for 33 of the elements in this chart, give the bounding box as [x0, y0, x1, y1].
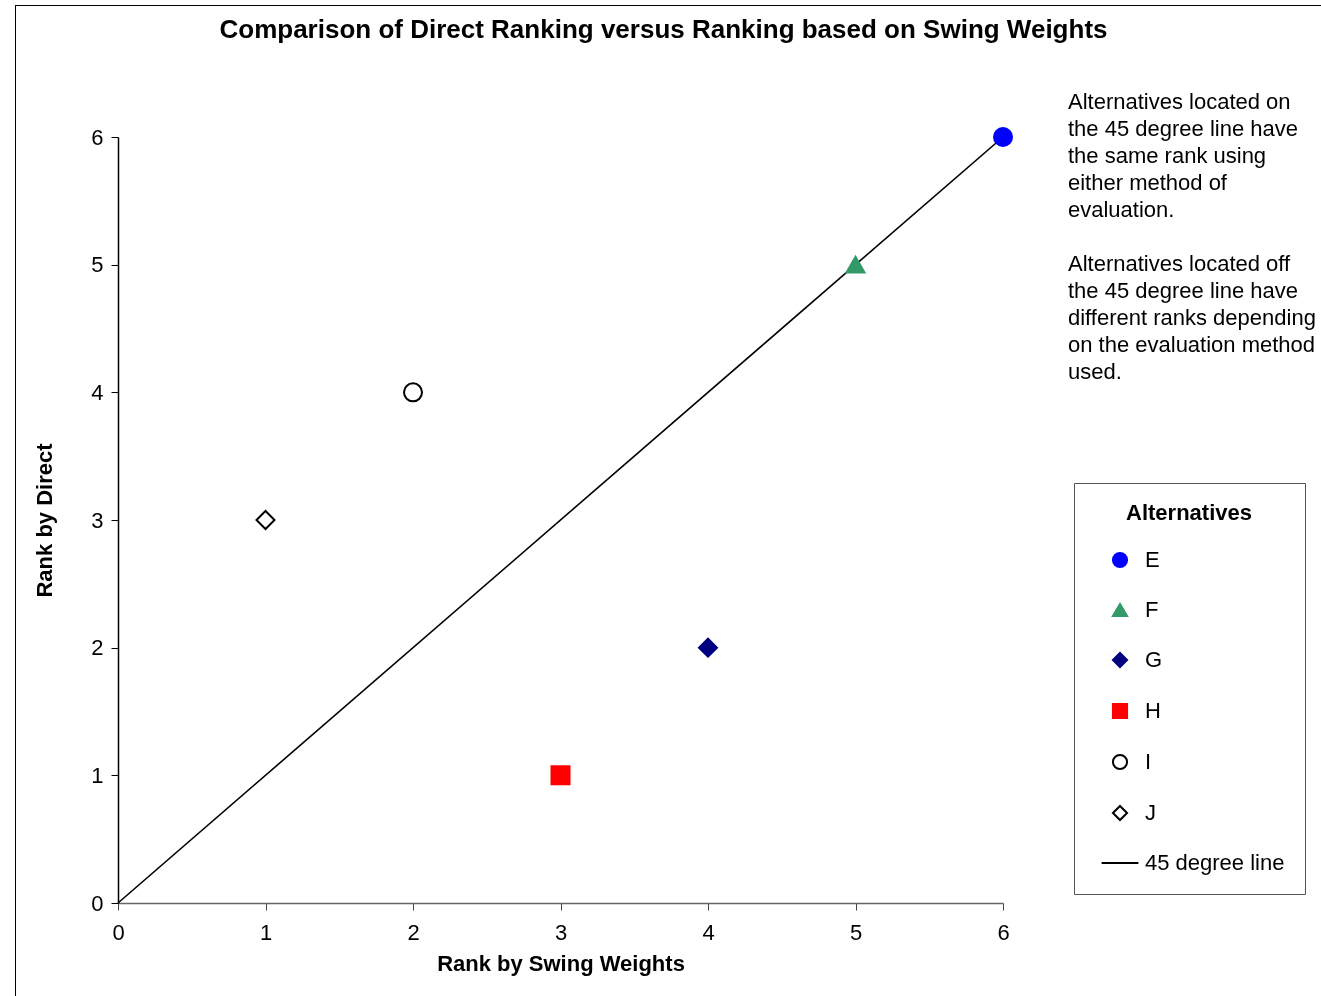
x-tick-label: 3: [554, 919, 568, 945]
y-tick-label: 2: [91, 635, 104, 661]
x-tick-label: 2: [407, 919, 420, 945]
y-tick-label: 6: [91, 124, 104, 150]
x-tick-label: 6: [997, 919, 1010, 945]
point: [698, 637, 718, 658]
legend-title: Alternatives: [1126, 500, 1252, 525]
chart-title: Comparison of Direct Ranking versus Ranking based on Swing Weights: [219, 14, 1108, 44]
y-tick-label: 0: [91, 890, 104, 916]
y-axis-title: Rank by Direct: [32, 442, 58, 598]
point: [403, 382, 423, 403]
legend-label: I: [1145, 749, 1152, 774]
text: Alternatives located on the 45 degree line have the same rank using either method of evaluation.: [1068, 88, 1299, 223]
x-tick-label: 4: [702, 919, 715, 945]
legend-label: G: [1145, 647, 1163, 672]
point: [255, 510, 276, 530]
legend-label: F: [1145, 597, 1159, 622]
y-tick-label: 4: [91, 379, 104, 405]
x-tick-label: 5: [849, 919, 863, 945]
legend-label: E: [1145, 547, 1160, 572]
x-axis-title: Rank by Swing Weights: [437, 950, 685, 976]
legend-label: H: [1145, 698, 1161, 723]
y-tick-label: 5: [91, 252, 104, 278]
x-tick-label: 0: [112, 919, 125, 945]
text: Alternatives located off the 45 degree line have different ranks depending on the evaluation method used.: [1068, 250, 1317, 385]
y-tick-label: 3: [91, 507, 104, 533]
point: [993, 127, 1013, 147]
point: [845, 255, 866, 274]
legend-label: 45 degree line: [1145, 850, 1285, 875]
x-tick-label: 1: [259, 919, 273, 945]
point: [550, 765, 571, 786]
legend-label: J: [1145, 800, 1156, 825]
y-tick-label: 1: [91, 762, 104, 788]
